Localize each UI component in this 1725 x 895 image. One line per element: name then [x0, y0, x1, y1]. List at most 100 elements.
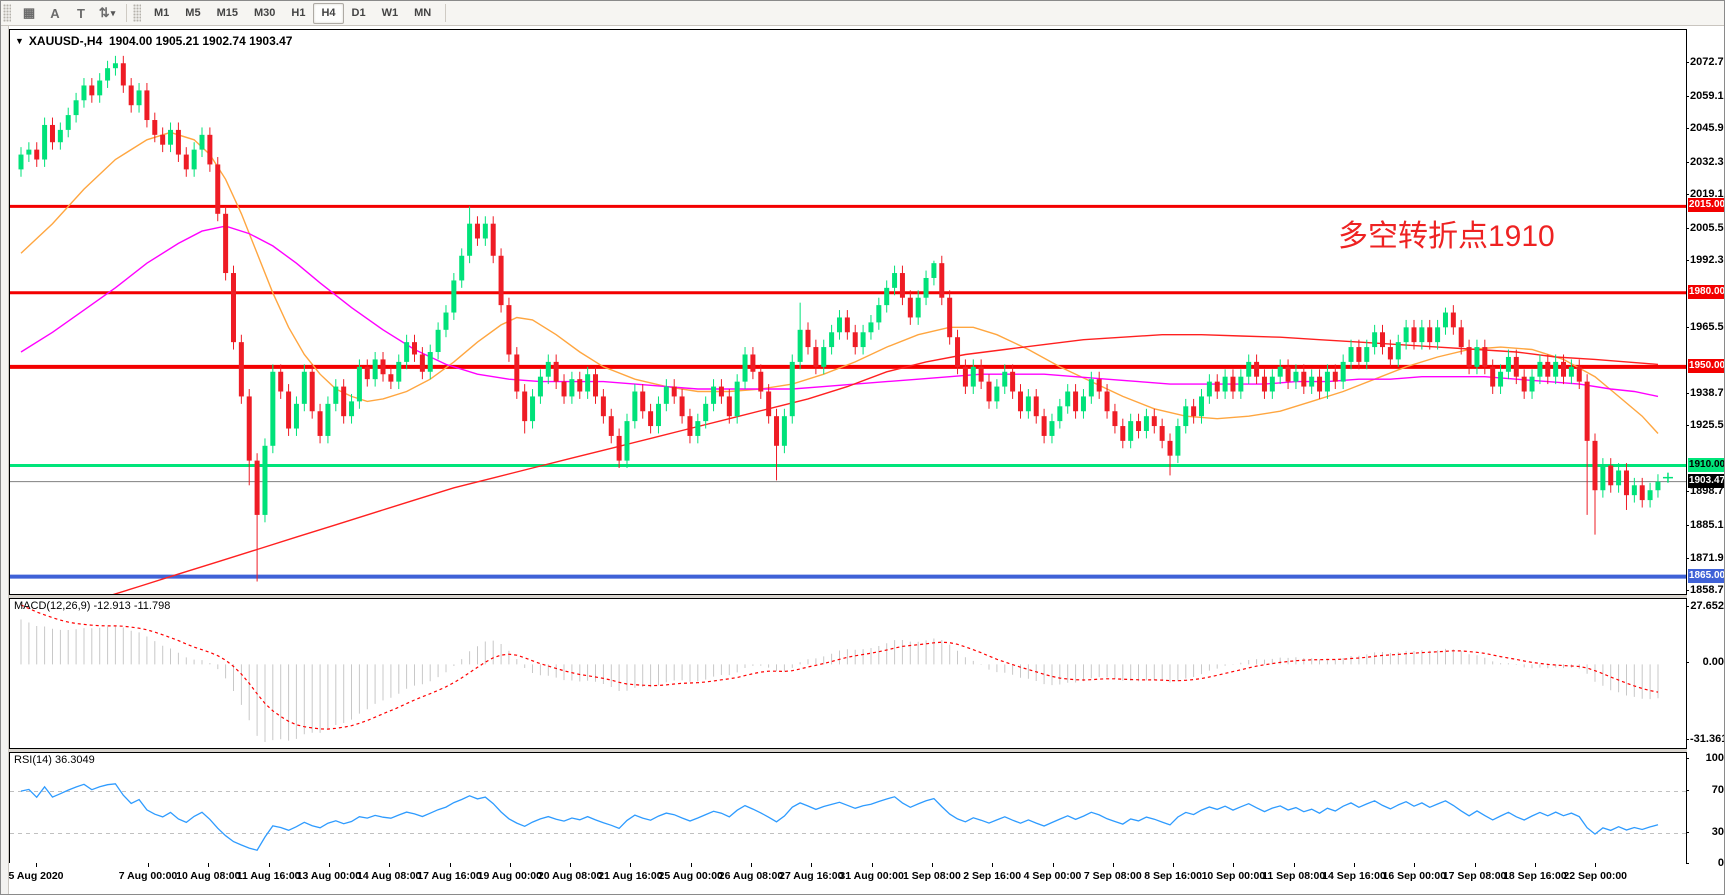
rsi-label: RSI(14) 36.3049 [14, 754, 95, 766]
candle-body [1285, 366, 1291, 382]
candle-body [1136, 421, 1142, 431]
toolbar-separator [126, 4, 127, 22]
candle-body [1498, 371, 1504, 387]
macd-axis-zero: 0.00 [1686, 656, 1724, 668]
window-left-edge [1, 26, 9, 894]
candle-body [278, 371, 284, 392]
candle-body [1301, 371, 1307, 387]
candle-body [1537, 361, 1543, 377]
text-a-icon-button[interactable]: A [50, 5, 60, 21]
candle-body [1112, 411, 1118, 427]
candle-body [593, 374, 599, 397]
candle-body [1293, 371, 1299, 382]
candle-body [1631, 485, 1637, 496]
tf-button-m5[interactable]: M5 [185, 7, 201, 19]
chart-title-ohlc: 1904.00 1905.21 1902.74 1903.47 [108, 34, 293, 48]
candle-body [758, 371, 764, 392]
price-tick-2059.10: 2059.10 [1686, 90, 1724, 102]
candle-body [380, 359, 386, 375]
candle-body [1073, 391, 1079, 412]
candle-body [1348, 347, 1354, 362]
candle-body [514, 354, 520, 392]
candle-body [1419, 327, 1425, 343]
panel-splitter-2[interactable] [9, 749, 1687, 752]
date-label: 27 Aug 16:00 [779, 870, 844, 882]
candle-body [42, 124, 48, 160]
candle-body [892, 273, 898, 288]
candle-body [1655, 481, 1661, 491]
candle-body [270, 371, 276, 446]
candle-body [1584, 381, 1590, 441]
date-label: 22 Sep 00:00 [1563, 870, 1628, 882]
panel-splitter-1[interactable] [9, 595, 1687, 598]
tf-button-m30[interactable]: M30 [253, 7, 276, 19]
candle-body [1623, 470, 1629, 496]
candle-body [1269, 376, 1275, 392]
candle-body [577, 379, 583, 392]
macd-canvas[interactable] [10, 599, 1686, 748]
candle-body [1387, 347, 1393, 360]
axis-tick-mark [1686, 161, 1689, 163]
date-tick-mark [509, 863, 511, 867]
dropdown-caret-icon[interactable]: ▾ [110, 7, 116, 18]
price-tag-1980.00: 1980.00 [1688, 284, 1725, 299]
price-chart-panel[interactable] [9, 29, 1687, 627]
date-label: 13 Aug 00:00 [296, 870, 362, 882]
candle-body [640, 391, 646, 412]
axis-tick-mark [1686, 524, 1689, 526]
price-chart-canvas[interactable] [10, 30, 1686, 627]
macd-panel[interactable] [9, 598, 1687, 749]
tf-button-m1[interactable]: M1 [154, 7, 170, 19]
candle-body [97, 80, 103, 96]
candle-body [333, 386, 339, 404]
price-tick-1925.50: 1925.50 [1686, 419, 1724, 431]
candle-body [1002, 371, 1008, 387]
arrange-arrows-icon-button[interactable]: ⇅ ▾ [98, 5, 116, 20]
candle-body [1049, 421, 1055, 436]
candle-body [821, 347, 827, 367]
date-tick-mark [1354, 863, 1355, 867]
timeframe-buttons: M1 M5 M15 M30 H1 H4 D1 W1 MN [146, 2, 439, 24]
tf-button-m15[interactable]: M15 [216, 7, 238, 19]
date-tick-mark [931, 863, 933, 867]
axis-tick-mark [1686, 194, 1689, 196]
candle-body [884, 287, 890, 306]
candle-body [608, 416, 614, 436]
candle-body [388, 374, 394, 382]
axis-tick-mark [1686, 260, 1689, 262]
candle-body [128, 85, 134, 106]
candle-body [309, 371, 315, 412]
tick-chart-icon-button[interactable]: ▦ [22, 5, 36, 20]
axis-tick-mark [1686, 326, 1689, 328]
tf-button-h4[interactable]: H4 [313, 2, 344, 24]
axis-tick-mark [1686, 62, 1689, 63]
tf-button-w1[interactable]: W1 [381, 7, 399, 19]
tf-button-mn[interactable]: MN [414, 7, 432, 19]
expand-triangle-icon[interactable]: ▼ [15, 36, 24, 46]
candle-body [120, 63, 126, 86]
candle-body [1025, 396, 1031, 412]
candle-body [262, 445, 268, 515]
rsi-canvas[interactable] [10, 753, 1686, 863]
candle-body [506, 305, 512, 355]
text-box-icon-button[interactable]: T [77, 5, 85, 21]
date-axis[interactable]: 5 Aug 2020 7 Aug 00:00 10 Aug 08:00 11 Aug … [8, 863, 1687, 893]
price-tick-1938.70: 1938.70 [1686, 387, 1724, 399]
candle-body [230, 273, 236, 343]
candle-body [168, 129, 174, 145]
candle-body [774, 416, 780, 446]
candle-body [742, 354, 748, 382]
candle-body [18, 154, 24, 170]
toolbar-grip-2[interactable] [133, 4, 141, 22]
candle-body [73, 100, 79, 116]
toolbar-grip[interactable] [3, 4, 11, 22]
candle-body [915, 297, 921, 318]
rsi-panel[interactable] [9, 752, 1687, 864]
tf-button-h1[interactable]: H1 [291, 7, 306, 19]
tf-button-d1[interactable]: D1 [351, 7, 366, 19]
candle-body [1191, 406, 1197, 417]
candle-body [1356, 347, 1362, 362]
candle-body [215, 164, 221, 214]
candle-body [65, 115, 71, 130]
candle-body [1395, 342, 1401, 360]
